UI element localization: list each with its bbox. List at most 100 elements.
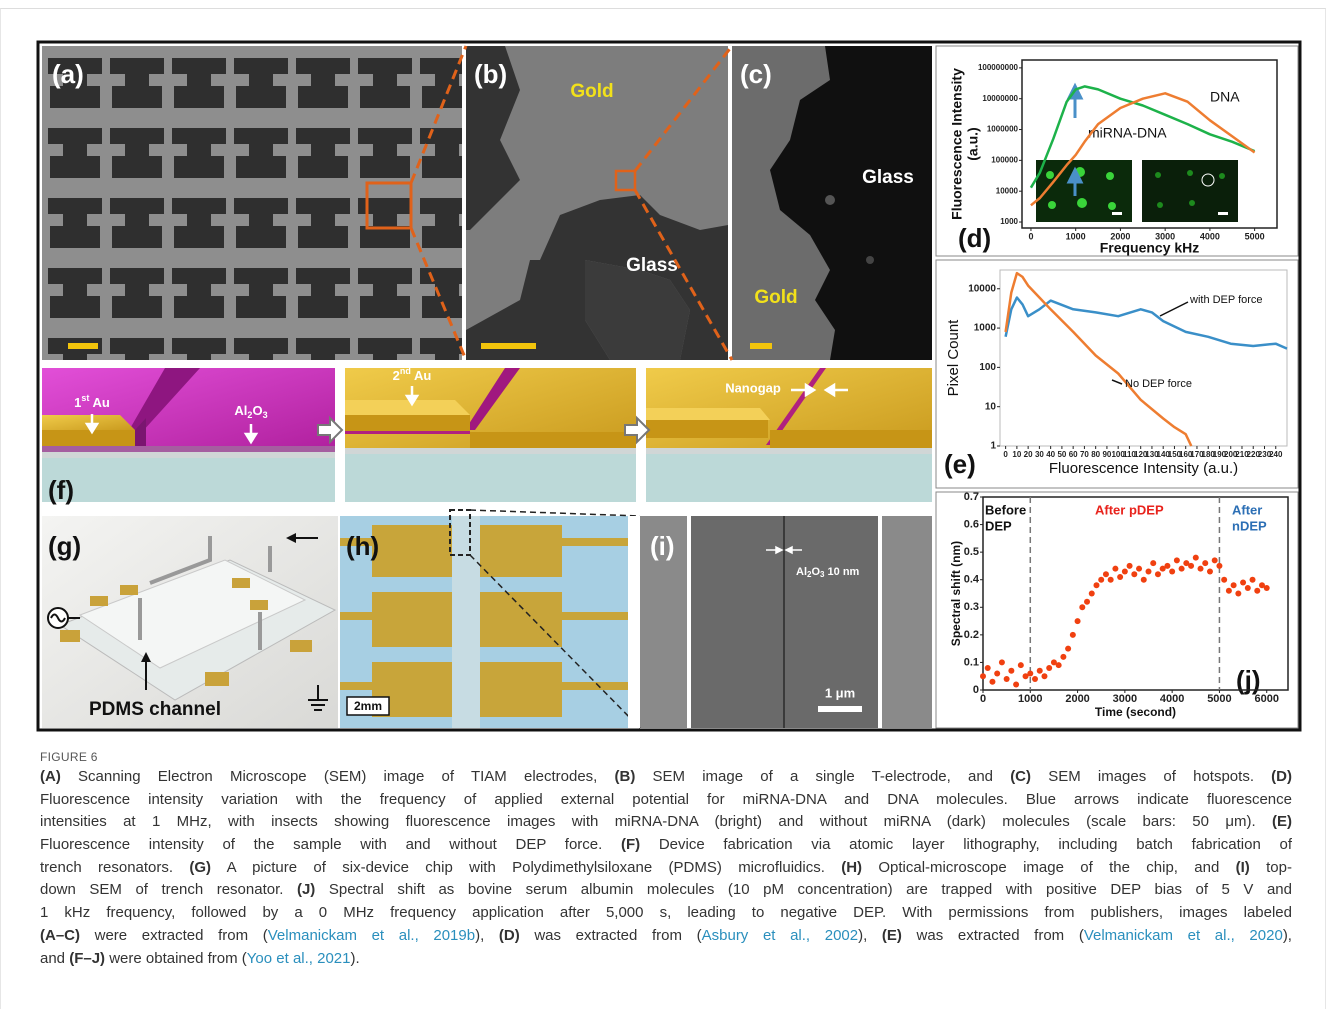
panel-ref: (B) bbox=[615, 768, 636, 785]
x-axis-label: Frequency kHz bbox=[1100, 240, 1200, 256]
scatter-point bbox=[1216, 563, 1222, 569]
caption-line: 1 kHz frequency, followed by a 0 MHz fre… bbox=[40, 902, 1292, 925]
caption-line: intensities at 1 MHz, with insects showi… bbox=[40, 811, 1292, 834]
annotation: Before bbox=[985, 502, 1026, 517]
text-part: 3 bbox=[263, 410, 268, 420]
caption-line: and (F–J) were obtained from (Yoo et al.… bbox=[40, 948, 1292, 971]
scatter-point bbox=[1150, 560, 1156, 566]
scatter-point bbox=[1141, 577, 1147, 583]
panel-ref: (D) bbox=[499, 927, 520, 944]
panel-ref: (C) bbox=[1010, 768, 1031, 785]
x-tick-label: 0 bbox=[980, 693, 986, 705]
citation-link[interactable]: Yoo et al., 2021 bbox=[247, 950, 351, 967]
caption-text: were extracted from ( bbox=[80, 927, 268, 944]
caption-line: down SEM of trench resonator. (J) Spectr… bbox=[40, 879, 1292, 902]
series-label: with DEP force bbox=[1189, 294, 1263, 306]
y-tick-label: 0 bbox=[973, 684, 979, 696]
scatter-point bbox=[1188, 563, 1194, 569]
scatter-point bbox=[1098, 577, 1104, 583]
scatter-point bbox=[1117, 574, 1123, 580]
text-part: Au bbox=[89, 395, 110, 410]
caption-text: was extracted from ( bbox=[520, 927, 702, 944]
caption-text: were obtained from ( bbox=[105, 950, 247, 967]
panel-ref: (F) bbox=[621, 836, 640, 853]
caption-text: Scanning Electron Microscope (SEM) image… bbox=[61, 768, 615, 785]
caption-lines: (A) Scanning Electron Microscope (SEM) i… bbox=[40, 766, 1292, 970]
x-tick-label: 10 bbox=[1012, 450, 1021, 459]
scatter-point bbox=[1041, 673, 1047, 679]
series-label: No DEP force bbox=[1125, 378, 1192, 390]
scatter-point bbox=[1008, 668, 1014, 674]
panel-g: PDMS channel (g) bbox=[42, 516, 338, 728]
scatter-point bbox=[1070, 632, 1076, 638]
scatter-point bbox=[1207, 568, 1213, 574]
scatter-point bbox=[1221, 577, 1227, 583]
x-tick-label: 80 bbox=[1091, 450, 1100, 459]
annotation: After pDEP bbox=[1095, 502, 1164, 517]
scatter-point bbox=[1198, 566, 1204, 572]
y-tick-label: 0.2 bbox=[964, 629, 979, 641]
scatter-point bbox=[980, 673, 986, 679]
y-tick-label: 100 bbox=[979, 362, 996, 373]
citation-link[interactable]: Velmanickam et al., 2020 bbox=[1084, 927, 1283, 944]
caption-text: ), bbox=[858, 927, 882, 944]
y-tick-label: 100000 bbox=[991, 155, 1018, 164]
panel-label: (i) bbox=[650, 531, 675, 561]
panel-label: (g) bbox=[48, 531, 81, 561]
y-tick-label: 1000 bbox=[1000, 217, 1018, 226]
panel-ref: (I) bbox=[1236, 859, 1250, 876]
scatter-point bbox=[1174, 557, 1180, 563]
y-tick-label: 10000 bbox=[996, 186, 1019, 195]
x-tick-label: 5000 bbox=[1207, 693, 1231, 705]
caption-line: (A) Scanning Electron Microscope (SEM) i… bbox=[40, 766, 1292, 789]
panel-text: 1st Au bbox=[74, 393, 110, 410]
x-tick-label: 240 bbox=[1269, 450, 1283, 459]
panel-text: PDMS channel bbox=[89, 699, 221, 720]
text-part: Al bbox=[796, 566, 807, 578]
panel-c: Glass Gold (c) bbox=[732, 46, 932, 360]
y-tick-label: 0.4 bbox=[964, 574, 980, 586]
caption-text: ), bbox=[1283, 927, 1292, 944]
scatter-point bbox=[1202, 560, 1208, 566]
scatter-point bbox=[1122, 568, 1128, 574]
x-tick-label: 40 bbox=[1046, 450, 1055, 459]
scatter-point bbox=[1060, 654, 1066, 660]
scatter-point bbox=[1018, 662, 1024, 668]
panel-text: Glass bbox=[626, 255, 678, 276]
scatter-point bbox=[1004, 676, 1010, 682]
citation-link[interactable]: Asbury et al., 2002 bbox=[702, 927, 858, 944]
caption-text: SEM image of a single T-electrode, and bbox=[635, 768, 1010, 785]
page: (a) Gold Glass (b) Glass Gold (c) bbox=[0, 0, 1326, 1008]
scatter-point bbox=[999, 659, 1005, 665]
scatter-point bbox=[994, 670, 1000, 676]
scatter-point bbox=[1231, 582, 1237, 588]
caption-text: A picture of six-device chip with Polydi… bbox=[211, 859, 841, 876]
scatter-point bbox=[1108, 577, 1114, 583]
series-label: DNA bbox=[1210, 89, 1240, 105]
scatter-point bbox=[1169, 568, 1175, 574]
y-axis-label: Pixel Count bbox=[945, 319, 962, 397]
scatter-point bbox=[1046, 665, 1052, 671]
panel-ref: (A) bbox=[40, 768, 61, 785]
y-axis-label: Fluorescence Intensity bbox=[949, 68, 965, 220]
x-axis-label: Time (second) bbox=[1095, 705, 1176, 719]
caption-text: SEM images of hotspots. bbox=[1031, 768, 1271, 785]
x-tick-label: 4000 bbox=[1200, 231, 1220, 241]
scatter-point bbox=[1127, 563, 1133, 569]
y-tick-label: 0.5 bbox=[964, 546, 979, 558]
scatter-point bbox=[1264, 585, 1270, 591]
panel-label: (c) bbox=[740, 59, 772, 89]
scatter-point bbox=[1155, 571, 1161, 577]
y-tick-label: 100000000 bbox=[978, 63, 1019, 72]
y-tick-label: 0.7 bbox=[964, 491, 979, 503]
caption-text: ), bbox=[475, 927, 499, 944]
panel-text: 1 μm bbox=[825, 685, 855, 700]
caption-text: Optical-microscope image of the chip, an… bbox=[862, 859, 1236, 876]
caption-text: top- bbox=[1250, 859, 1292, 876]
gap bbox=[628, 516, 640, 728]
y-tick-label: 10000000 bbox=[982, 94, 1018, 103]
panel-ref: (J) bbox=[297, 881, 315, 898]
citation-link[interactable]: Velmanickam et al., 2019b bbox=[268, 927, 475, 944]
caption-text: trench resonators. bbox=[40, 859, 189, 876]
scatter-point bbox=[1136, 566, 1142, 572]
